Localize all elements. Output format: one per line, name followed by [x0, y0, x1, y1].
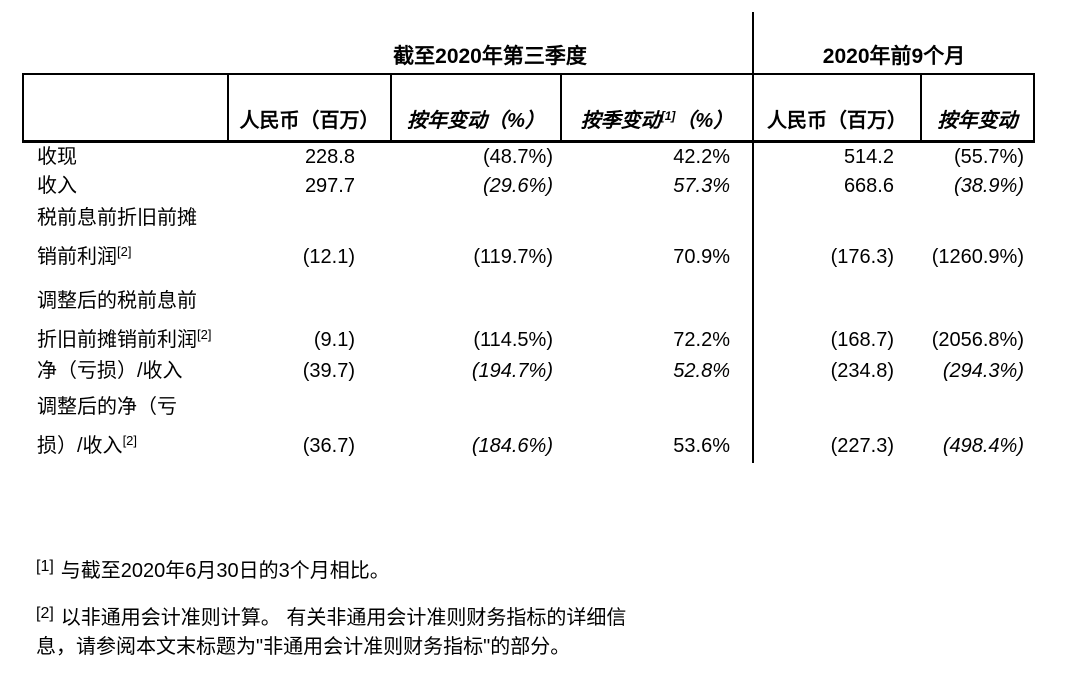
row-label: 税前息前折旧前摊 销前利润[2]	[37, 207, 197, 268]
cell-value: 668.6	[752, 172, 921, 201]
column-header-4: 人民币（百万）	[752, 73, 922, 143]
cell-value: 70.9%	[673, 246, 730, 268]
cell-value: (38.9%)	[953, 175, 1024, 197]
table-row: 调整后的净（亏 损）/收入[2] (36.7) (184.6%) 53.6% (227.3…	[23, 386, 1034, 463]
cell-value: (168.7)	[752, 274, 921, 357]
cell-value: (29.6%)	[482, 175, 553, 197]
cell-value: (234.8)	[752, 357, 921, 386]
column-header-5: 按年变动	[920, 73, 1035, 143]
cell-value: (39.7)	[302, 360, 355, 382]
cell-value: (119.7%)	[473, 246, 553, 268]
row-label: 调整后的税前息前 折旧前摊销前利润[2]	[37, 290, 212, 351]
cell-value: 57.3%	[673, 175, 730, 197]
cell-value: 53.6%	[673, 435, 730, 457]
table-row: 收入 297.7 (29.6%) 57.3% 668.6 (38.9%)	[23, 172, 1034, 201]
footnote-1: [1] 与截至2020年6月30日的3个月相比。	[36, 552, 736, 586]
cell-value: (1260.9%)	[931, 246, 1024, 268]
column-header-empty	[22, 73, 229, 143]
cell-value: (498.4%)	[942, 435, 1024, 457]
row-label: 调整后的净（亏 损）/收入[2]	[37, 396, 177, 457]
row-label: 收现	[37, 146, 77, 168]
cell-value: (294.3%)	[942, 360, 1024, 382]
cell-value: 514.2	[752, 141, 921, 172]
cell-value: (48.7%)	[482, 146, 553, 168]
cell-value: (55.7%)	[953, 146, 1024, 168]
footnote-marker: [2]	[36, 605, 54, 622]
cell-value: (12.1)	[302, 246, 355, 268]
row-label: 收入	[37, 175, 77, 197]
financial-table: 截至2020年第三季度 2020年前9个月 人民币（百万） 按年变动（%） 按季变动…	[22, 12, 1035, 463]
cell-value: (176.3)	[752, 201, 921, 274]
cell-value: 52.8%	[673, 360, 730, 382]
cell-value: 297.7	[304, 175, 355, 197]
footnote-text: 与截至2020年6月30日的3个月相比。	[60, 560, 390, 582]
footnote-ref-superscript: [2]	[117, 244, 132, 259]
cell-value: 42.2%	[673, 146, 730, 168]
cell-value: (36.7)	[302, 435, 355, 457]
table-row: 净（亏损）/收入 (39.7) (194.7%) 52.8% (234.8) (294.3…	[23, 357, 1034, 386]
cell-value: (184.6%)	[471, 435, 553, 457]
group-header-first-9-months-2020: 2020年前9个月	[752, 12, 1034, 74]
cell-value: (9.1)	[313, 329, 355, 351]
footnote-marker: [1]	[36, 558, 54, 575]
cell-value: 72.2%	[673, 329, 730, 351]
footnote-text: 以非通用会计准则计算。 有关非通用会计准则财务指标的详细信 息，请参阅本文末标题为…	[36, 607, 627, 658]
footnote-ref-superscript: [2]	[122, 433, 138, 448]
column-header-3: 按季变动[1]（%）	[560, 73, 754, 143]
column-header-row: 人民币（百万） 按年变动（%） 按季变动[1]（%） 人民币（百万） 按年变动	[22, 73, 1035, 143]
footnotes: [1] 与截至2020年6月30日的3个月相比。 [2] 以非通用会计准则计算。 有关…	[36, 552, 736, 673]
row-label: 净（亏损）/收入	[37, 360, 183, 382]
footnote-ref-superscript: [1]	[660, 109, 676, 123]
cell-value: (227.3)	[752, 386, 921, 463]
table-body: 收现 228.8 (48.7%) 42.2% 514.2 (55.7%) 收入 297.7 (2…	[23, 141, 1034, 463]
group-header-q3-2020: 截至2020年第三季度	[393, 45, 587, 68]
footnote-2: [2] 以非通用会计准则计算。 有关非通用会计准则财务指标的详细信 息，请参阅本文末…	[36, 599, 736, 662]
footnote-ref-superscript: [2]	[197, 327, 212, 342]
cell-value: (2056.8%)	[931, 329, 1024, 351]
column-header-2: 按年变动（%）	[390, 73, 562, 143]
table-row: 调整后的税前息前 折旧前摊销前利润[2] (9.1) (114.5%) 72.2% (16…	[23, 274, 1034, 357]
table-row: 收现 228.8 (48.7%) 42.2% 514.2 (55.7%)	[23, 141, 1034, 172]
column-header-1: 人民币（百万）	[227, 73, 392, 143]
group-header-spacer	[23, 12, 228, 74]
group-header-row: 截至2020年第三季度 2020年前9个月	[23, 12, 1034, 74]
cell-value: 228.8	[304, 146, 355, 168]
cell-value: (114.5%)	[473, 329, 553, 351]
table-row: 税前息前折旧前摊 销前利润[2] (12.1) (119.7%) 70.9% (176.3…	[23, 201, 1034, 274]
cell-value: (194.7%)	[471, 360, 553, 382]
